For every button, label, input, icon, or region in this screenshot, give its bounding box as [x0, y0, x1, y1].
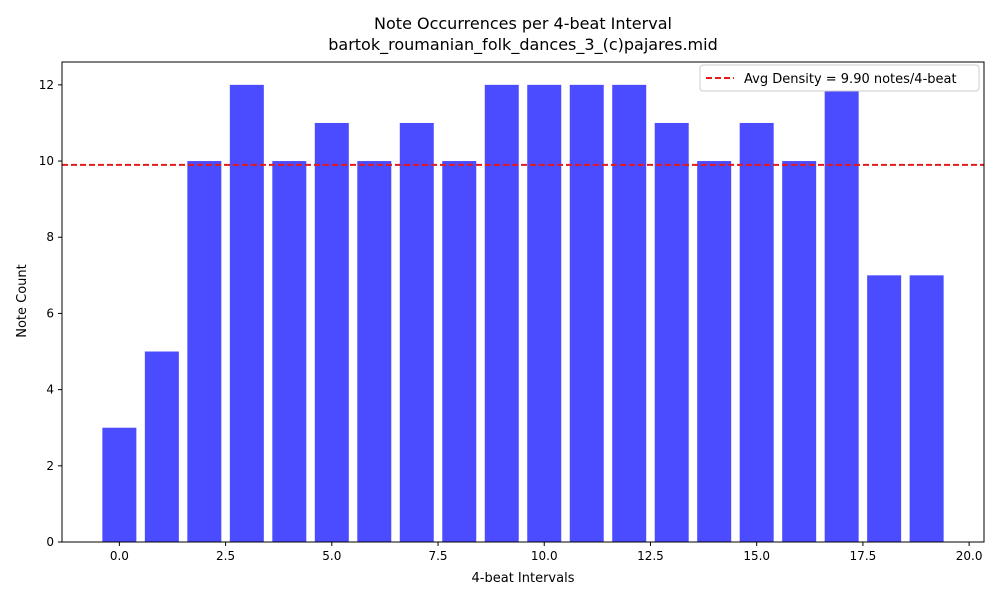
bar [569, 84, 604, 542]
bar [144, 351, 179, 542]
bar [442, 161, 477, 543]
bar [824, 84, 859, 542]
y-tick-label: 8 [46, 230, 54, 244]
y-tick-label: 6 [46, 306, 54, 320]
x-tick-label: 7.5 [428, 549, 447, 563]
x-tick-label: 5.0 [322, 549, 341, 563]
bar [697, 161, 732, 543]
x-axis-label: 4-beat Intervals [472, 571, 575, 586]
bar [484, 84, 519, 542]
bar [527, 84, 562, 542]
x-tick-label: 10.0 [531, 549, 558, 563]
bar [357, 161, 392, 543]
legend: Avg Density = 9.90 notes/4-beat [699, 64, 980, 92]
x-tick-label: 15.0 [743, 549, 770, 563]
bar [612, 84, 647, 542]
chart-title: Note Occurrences per 4-beat Interval [374, 14, 672, 33]
legend-average-label: Avg Density = 9.90 notes/4-beat [744, 72, 957, 87]
bar [654, 122, 689, 542]
x-tick-label: 0.0 [110, 549, 129, 563]
bar [399, 122, 434, 542]
bar [229, 84, 264, 542]
plot-frame [61, 61, 985, 543]
bar [739, 122, 774, 542]
y-tick-label: 2 [46, 459, 54, 473]
chart-subtitle: bartok_roumanian_folk_dances_3_(c)pajare… [328, 35, 718, 55]
x-tick-label: 20.0 [956, 549, 983, 563]
y-tick-label: 4 [46, 383, 54, 397]
bar [782, 161, 817, 543]
bar [314, 122, 349, 542]
x-tick-label: 2.5 [216, 549, 235, 563]
bar [909, 275, 944, 542]
bar [187, 161, 222, 543]
bars-group [102, 84, 944, 543]
y-axis: 0 2 4 6 8 10 12 [39, 78, 62, 549]
bar [867, 275, 902, 542]
y-axis-label: Note Count [15, 264, 30, 338]
y-tick-label: 10 [39, 154, 54, 168]
bar [102, 427, 137, 542]
x-axis: 0.0 2.5 5.0 7.5 10.0 12.5 15.0 17.5 20.0 [110, 542, 983, 563]
y-tick-label: 0 [46, 535, 54, 549]
bar [272, 161, 307, 543]
x-tick-label: 17.5 [850, 549, 877, 563]
y-tick-label: 12 [39, 78, 54, 92]
x-tick-label: 12.5 [637, 549, 664, 563]
legend-box [699, 64, 980, 92]
